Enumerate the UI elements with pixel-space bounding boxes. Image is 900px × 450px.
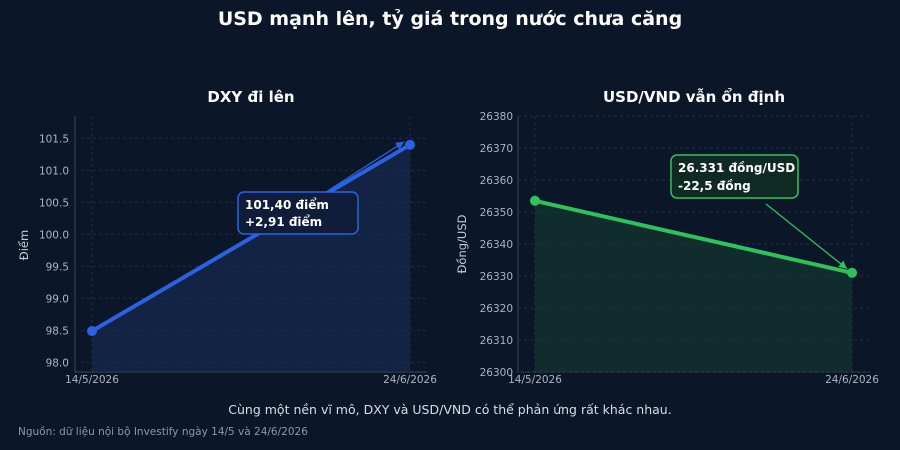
y-tick-label: 26360: [480, 175, 513, 187]
dxy-grid: [74, 116, 427, 373]
source-note: Nguồn: dữ liệu nội bộ Investify ngày 14/…: [18, 426, 308, 438]
dxy-y-ticks: 98.0 98.5 99.0 99.5 100.0 100.5 101.0 101.5: [39, 133, 69, 369]
y-tick-label: 98.5: [46, 325, 69, 337]
annotation-arrow-line: [765, 203, 848, 270]
annotation-arrow-head: [395, 141, 404, 150]
usdvnd-x-tick-end: 24/6/2026: [825, 374, 879, 386]
page-title: USD mạnh lên, tỷ giá trong nước chưa căn…: [217, 8, 683, 30]
dxy-x-tick-start: 14/5/2026: [65, 374, 119, 386]
y-tick-label: 26330: [480, 271, 513, 283]
dxy-series-line: [90, 142, 412, 334]
annotation-arrow-head: [838, 260, 847, 269]
y-tick-label: 26320: [480, 303, 513, 315]
y-tick-label: 100.0: [39, 229, 69, 241]
dxy-annotation-change: +2,91 điểm: [245, 214, 322, 229]
y-tick-label: 26340: [480, 239, 513, 251]
usdvnd-annotation-arrow: [765, 203, 848, 270]
y-tick-label: 26380: [480, 111, 513, 123]
dxy-point-start: [87, 326, 97, 337]
dxy-point-end: [405, 139, 415, 150]
y-tick-label: 101.0: [39, 165, 69, 177]
dxy-annotation-arrow: [325, 141, 405, 193]
usdvnd-annotation-box: [670, 154, 799, 199]
usdvnd-y-ticks: 26300 26310 26320 26330 26340 26350 26360 26370…: [480, 111, 513, 379]
axis-frame: [74, 116, 427, 373]
y-tick-label: 99.5: [46, 261, 69, 273]
dxy-chart-title: DXY đi lên: [207, 88, 294, 106]
usdvnd-series-line: [533, 198, 854, 275]
y-tick-label: 26310: [480, 335, 513, 347]
y-tick-label: 26370: [480, 143, 513, 155]
usdvnd-grid: [517, 115, 870, 373]
y-tick-label: 100.5: [39, 197, 69, 209]
usdvnd-annotation-change: -22,5 đồng: [678, 179, 751, 193]
dxy-y-axis-label: Điểm: [17, 230, 31, 260]
chart-caption: Cùng một nền vĩ mô, DXY và USD/VND có th…: [228, 402, 672, 417]
usdvnd-annotation-value: 26.331 đồng/USD: [678, 161, 795, 175]
y-tick-label: 98.0: [46, 357, 69, 369]
axis-frame: [517, 116, 870, 373]
y-tick-label: 26300: [480, 367, 513, 379]
usdvnd-area-fill: [535, 200, 852, 372]
y-tick-label: 101.5: [39, 133, 69, 145]
annotation-arrow-line: [325, 141, 405, 193]
y-tick-label: 26350: [480, 207, 513, 219]
dxy-x-tick-end: 24/6/2026: [383, 374, 437, 386]
y-tick-label: 99.0: [46, 293, 69, 305]
usdvnd-point-start: [530, 195, 540, 206]
usdvnd-chart-title: USD/VND vẫn ổn định: [603, 87, 785, 106]
dxy-area-fill: [92, 144, 410, 372]
usdvnd-x-tick-start: 14/5/2026: [508, 374, 562, 386]
usdvnd-point-end: [847, 267, 857, 278]
usdvnd-y-axis-label: Đồng/USD: [455, 214, 469, 273]
dxy-annotation-value: 101,40 điểm: [245, 197, 329, 212]
dxy-annotation-box: [237, 191, 359, 235]
